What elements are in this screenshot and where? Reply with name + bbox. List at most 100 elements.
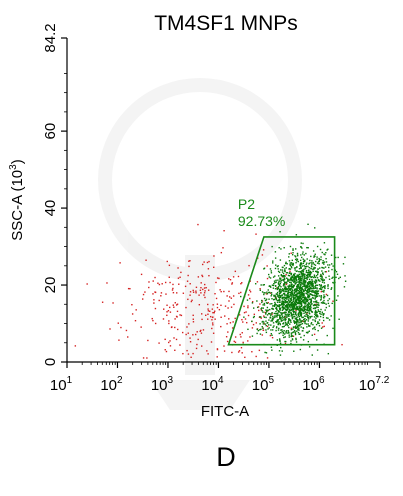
data-point: [278, 314, 280, 316]
data-point: [308, 310, 310, 312]
data-point: [281, 303, 284, 306]
data-point: [317, 306, 319, 309]
data-point: [177, 277, 180, 279]
data-point: [285, 283, 288, 286]
data-point: [312, 270, 314, 272]
data-point: [292, 304, 294, 306]
data-point: [192, 334, 194, 336]
data-point: [278, 281, 280, 283]
data-point: [292, 262, 294, 265]
data-point: [296, 286, 298, 288]
data-point: [314, 285, 316, 288]
data-point: [280, 248, 282, 250]
data-point: [303, 279, 306, 282]
data-point: [294, 300, 297, 303]
data-point: [325, 276, 327, 279]
data-point: [332, 327, 334, 330]
data-point: [266, 277, 269, 280]
data-point: [185, 306, 187, 309]
data-point: [280, 277, 282, 280]
data-point: [298, 277, 300, 279]
data-point: [283, 278, 285, 281]
data-point: [240, 291, 242, 294]
data-point: [294, 333, 297, 336]
data-point: [195, 286, 198, 289]
data-point: [309, 284, 311, 286]
data-point: [192, 291, 195, 293]
data-point: [285, 296, 287, 299]
data-point: [311, 334, 313, 336]
data-point: [288, 286, 290, 288]
data-point: [295, 277, 297, 279]
data-point: [321, 286, 324, 289]
data-point: [177, 267, 179, 269]
data-point: [290, 294, 292, 296]
data-point: [324, 295, 326, 298]
data-point: [295, 327, 297, 329]
data-point: [290, 285, 293, 288]
data-point: [275, 321, 277, 323]
data-point: [201, 318, 203, 321]
data-point: [299, 313, 302, 315]
data-point: [308, 307, 310, 309]
data-point: [285, 277, 288, 279]
data-point: [318, 288, 321, 290]
data-point: [275, 298, 277, 301]
data-point: [281, 290, 284, 292]
data-point: [284, 313, 286, 315]
data-point: [344, 275, 346, 277]
data-point: [276, 291, 279, 294]
data-point: [223, 350, 226, 352]
data-point: [287, 279, 289, 281]
data-point: [289, 291, 291, 294]
data-point: [305, 309, 307, 311]
data-point: [276, 301, 279, 303]
data-point: [282, 302, 285, 305]
data-point: [289, 320, 292, 322]
data-point: [305, 285, 307, 287]
data-point: [301, 256, 303, 259]
data-point: [284, 288, 287, 291]
data-point: [318, 259, 321, 261]
data-point: [320, 313, 322, 315]
data-point: [299, 276, 302, 278]
data-point: [201, 313, 203, 315]
data-point: [330, 288, 332, 290]
data-point: [199, 330, 201, 333]
data-point: [294, 276, 297, 278]
data-point: [276, 294, 279, 296]
data-point: [325, 257, 327, 260]
data-point: [297, 274, 300, 277]
data-point: [316, 291, 318, 293]
data-point: [278, 318, 281, 320]
data-point: [292, 305, 294, 308]
data-point: [295, 276, 298, 278]
data-point: [277, 268, 279, 270]
data-point: [281, 276, 284, 278]
data-point: [306, 307, 309, 310]
data-point: [283, 274, 285, 277]
y-tick-label: 60: [42, 123, 59, 140]
data-point: [284, 321, 287, 324]
data-point: [292, 284, 295, 287]
data-point: [263, 297, 266, 300]
data-point: [213, 311, 215, 314]
data-point: [288, 318, 290, 320]
data-point: [289, 319, 291, 321]
data-point: [277, 319, 279, 321]
data-point: [317, 309, 319, 311]
data-point: [282, 322, 284, 325]
data-point: [274, 267, 277, 270]
data-point: [201, 275, 204, 278]
data-point: [300, 326, 302, 328]
data-point: [315, 295, 317, 297]
data-point: [187, 332, 189, 334]
data-point: [288, 285, 290, 287]
data-point: [310, 261, 312, 264]
data-point: [294, 313, 297, 315]
data-point: [154, 322, 157, 325]
data-point: [279, 340, 281, 343]
data-point: [274, 295, 276, 297]
data-point: [320, 278, 322, 280]
data-point: [203, 287, 206, 289]
